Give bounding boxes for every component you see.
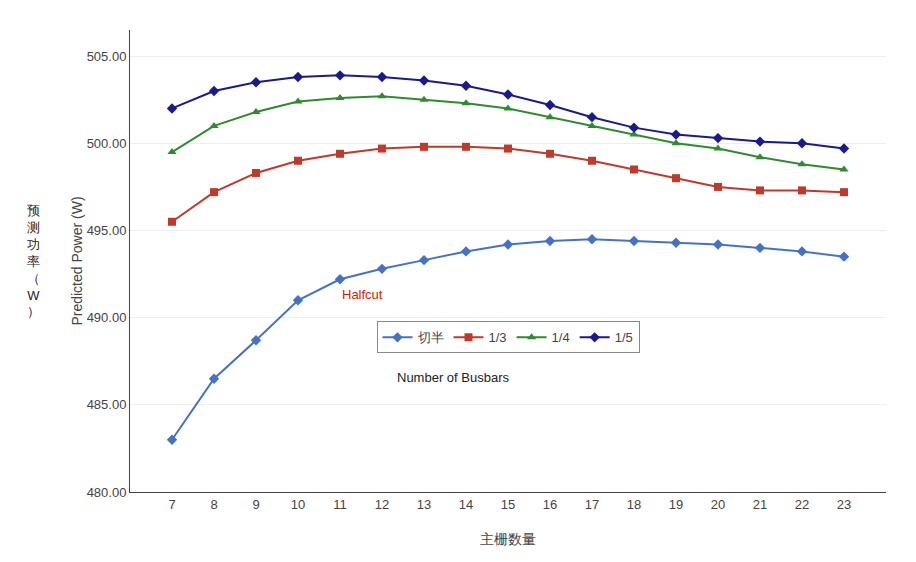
svg-text:23: 23 [837, 497, 851, 512]
svg-text:8: 8 [210, 497, 217, 512]
svg-text:15: 15 [501, 497, 515, 512]
svg-text:22: 22 [795, 497, 809, 512]
svg-text:切半: 切半 [418, 330, 444, 345]
svg-text:Halfcut: Halfcut [342, 287, 383, 302]
svg-text:20: 20 [711, 497, 725, 512]
svg-text:1/4: 1/4 [552, 330, 570, 345]
svg-text:14: 14 [459, 497, 473, 512]
svg-text:7: 7 [168, 497, 175, 512]
svg-text:预测功率（W）: 预测功率（W） [27, 203, 40, 319]
svg-text:19: 19 [669, 497, 683, 512]
svg-text:500.00: 500.00 [87, 136, 127, 151]
svg-text:Number of Busbars: Number of Busbars [397, 370, 509, 385]
svg-text:18: 18 [627, 497, 641, 512]
svg-text:12: 12 [375, 497, 389, 512]
svg-text:1/5: 1/5 [615, 330, 633, 345]
svg-text:480.00: 480.00 [87, 485, 127, 500]
svg-text:21: 21 [753, 497, 767, 512]
svg-text:13: 13 [417, 497, 431, 512]
svg-text:11: 11 [333, 497, 347, 512]
svg-text:10: 10 [291, 497, 305, 512]
svg-text:495.00: 495.00 [87, 223, 127, 238]
svg-text:主栅数量: 主栅数量 [480, 531, 536, 547]
svg-text:505.00: 505.00 [87, 49, 127, 64]
svg-text:17: 17 [585, 497, 599, 512]
svg-text:16: 16 [543, 497, 557, 512]
svg-text:485.00: 485.00 [87, 397, 127, 412]
svg-text:9: 9 [252, 497, 259, 512]
svg-text:1/3: 1/3 [489, 330, 507, 345]
svg-text:490.00: 490.00 [87, 310, 127, 325]
svg-text:Predicted Power (W): Predicted Power (W) [69, 196, 85, 325]
